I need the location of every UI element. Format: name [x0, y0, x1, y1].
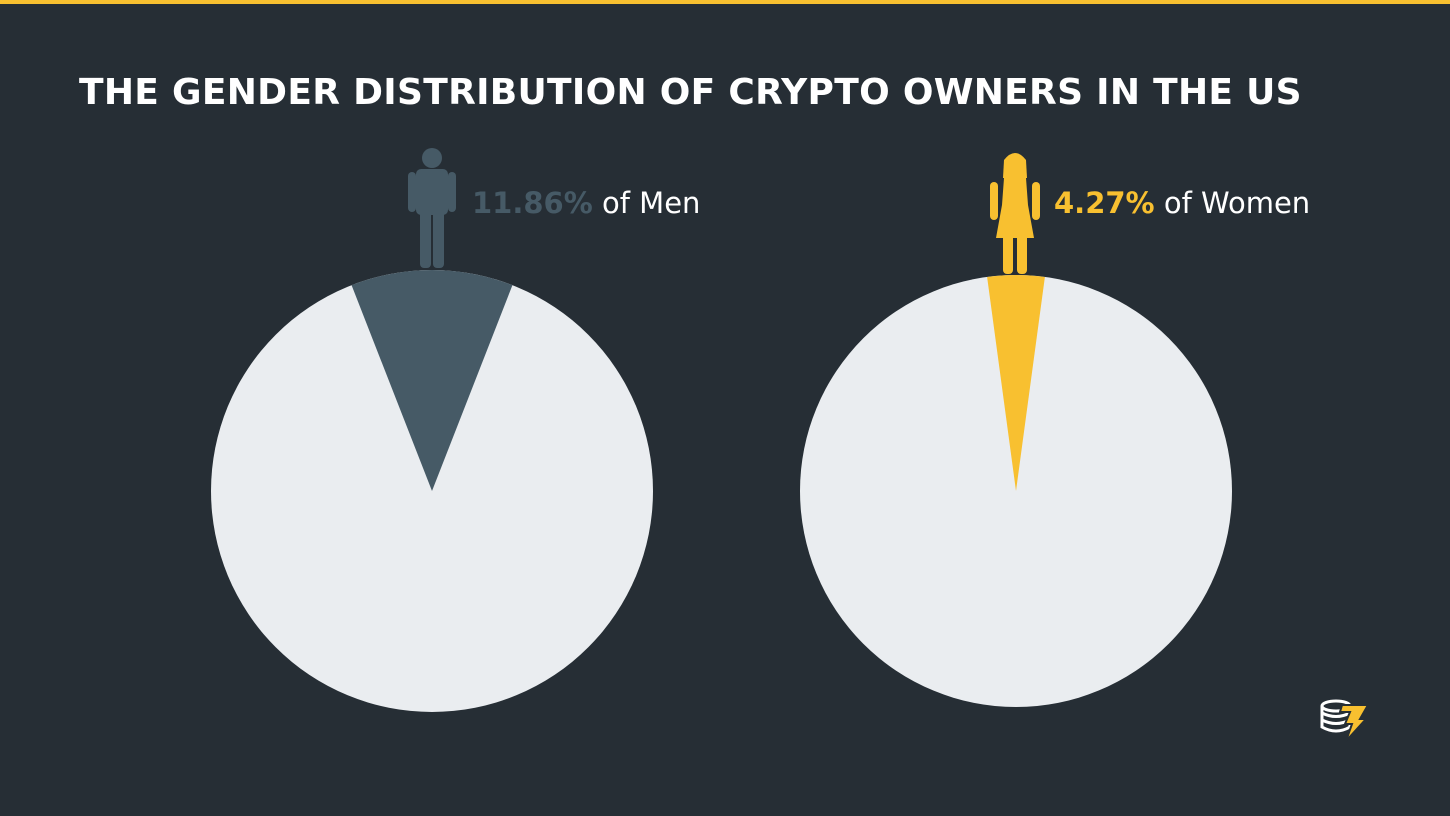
men-percent: 11.86%	[472, 186, 593, 220]
women-label-text: of Women	[1163, 186, 1311, 220]
men-pie-owner-slice	[351, 269, 513, 491]
women-pie-owner-slice	[987, 274, 1045, 491]
man-icon	[408, 148, 456, 268]
accent-bar	[0, 0, 1450, 4]
men-label-text: of Men	[602, 186, 701, 220]
women-pie	[800, 274, 1232, 707]
chart-title: THE GENDER DISTRIBUTION OF CRYPTO OWNERS…	[79, 72, 1302, 113]
woman-icon	[990, 153, 1040, 274]
men-pie	[211, 269, 653, 712]
women-percent: 4.27%	[1054, 186, 1155, 220]
coin-lightning-logo	[1320, 699, 1370, 742]
women-label: 4.27% of Women	[1054, 186, 1310, 220]
men-label: 11.86% of Men	[472, 186, 700, 220]
